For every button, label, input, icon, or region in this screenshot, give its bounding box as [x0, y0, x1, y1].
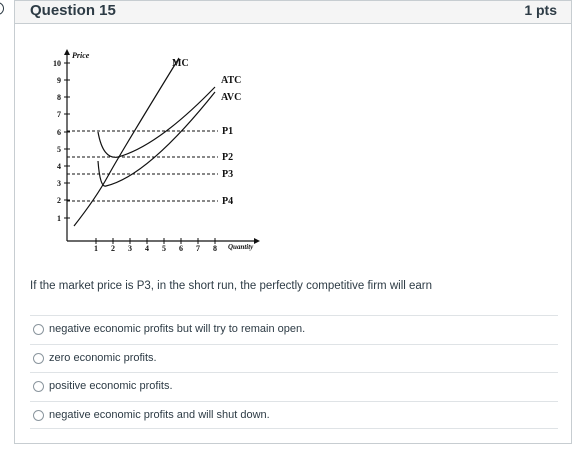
x-tick-label: 1: [94, 244, 98, 253]
question-prompt: If the market price is P3, in the short …: [30, 280, 433, 292]
avc-curve: [97, 91, 216, 187]
y-tick-label: 4: [57, 162, 61, 171]
atc-curve: [97, 86, 216, 158]
y-axis-arrow: [64, 49, 70, 55]
answer-list: negative economic profits but will try t…: [30, 315, 558, 429]
cost-curves-graph: 10 9 8 7 6 5 4 3 2 1 Price 1 2 3 4: [53, 49, 260, 253]
x-axis-label: Quantity: [228, 243, 254, 251]
answer-option[interactable]: zero economic profits.: [30, 343, 558, 373]
y-ticks: [64, 62, 70, 219]
avc-label: AVC: [221, 92, 241, 103]
y-tick-label: 6: [57, 128, 61, 137]
atc-label: ATC: [221, 75, 241, 86]
y-axis-label: Price: [72, 51, 90, 60]
answer-label[interactable]: positive economic profits.: [49, 380, 173, 392]
answer-option[interactable]: positive economic profits.: [30, 372, 558, 401]
x-tick-label: 2: [111, 244, 115, 253]
x-tick-label: 6: [179, 244, 183, 253]
answer-label[interactable]: zero economic profits.: [49, 351, 157, 364]
answer-option[interactable]: negative economic profits but will try t…: [30, 315, 558, 344]
p2-label: P2: [222, 152, 233, 163]
p3-label: P3: [222, 169, 233, 180]
y-tick-label: 10: [53, 59, 61, 68]
y-tick-label: 9: [57, 76, 61, 85]
answer-label[interactable]: negative economic profits but will try t…: [49, 323, 306, 335]
x-tick-label: 5: [162, 244, 166, 253]
y-tick-label: 3: [57, 179, 61, 188]
x-tick-label: 3: [128, 244, 132, 253]
x-ticks: [95, 238, 216, 244]
y-tick-label: 5: [57, 145, 61, 154]
p1-label: P1: [222, 126, 233, 137]
y-tick-label: 7: [57, 110, 61, 119]
question-header: Question 15 1 pts: [15, 1, 571, 24]
nav-circle-icon[interactable]: [0, 2, 4, 15]
question-points: 1 pts: [524, 2, 557, 18]
question-title: Question 15: [30, 2, 116, 19]
radio-button[interactable]: [33, 409, 44, 421]
y-tick-label: 2: [57, 196, 61, 205]
mc-label: MC: [172, 58, 189, 69]
radio-button[interactable]: [33, 352, 44, 364]
radio-button[interactable]: [33, 324, 44, 335]
x-tick-label: 4: [145, 244, 149, 253]
x-axis-arrow: [254, 238, 260, 244]
question-card: Question 15 1 pts 10 9 8 7 6 5: [14, 0, 572, 444]
x-tick-label: 7: [196, 244, 200, 253]
y-tick-label: 1: [57, 214, 61, 223]
p4-label: P4: [222, 196, 233, 207]
answer-label[interactable]: negative economic profits and will shut …: [49, 408, 270, 421]
x-tick-label: 8: [213, 244, 217, 253]
mc-curve: [73, 57, 180, 227]
radio-button[interactable]: [33, 381, 44, 392]
answer-option[interactable]: negative economic profits and will shut …: [30, 400, 558, 429]
y-tick-label: 8: [57, 93, 61, 102]
